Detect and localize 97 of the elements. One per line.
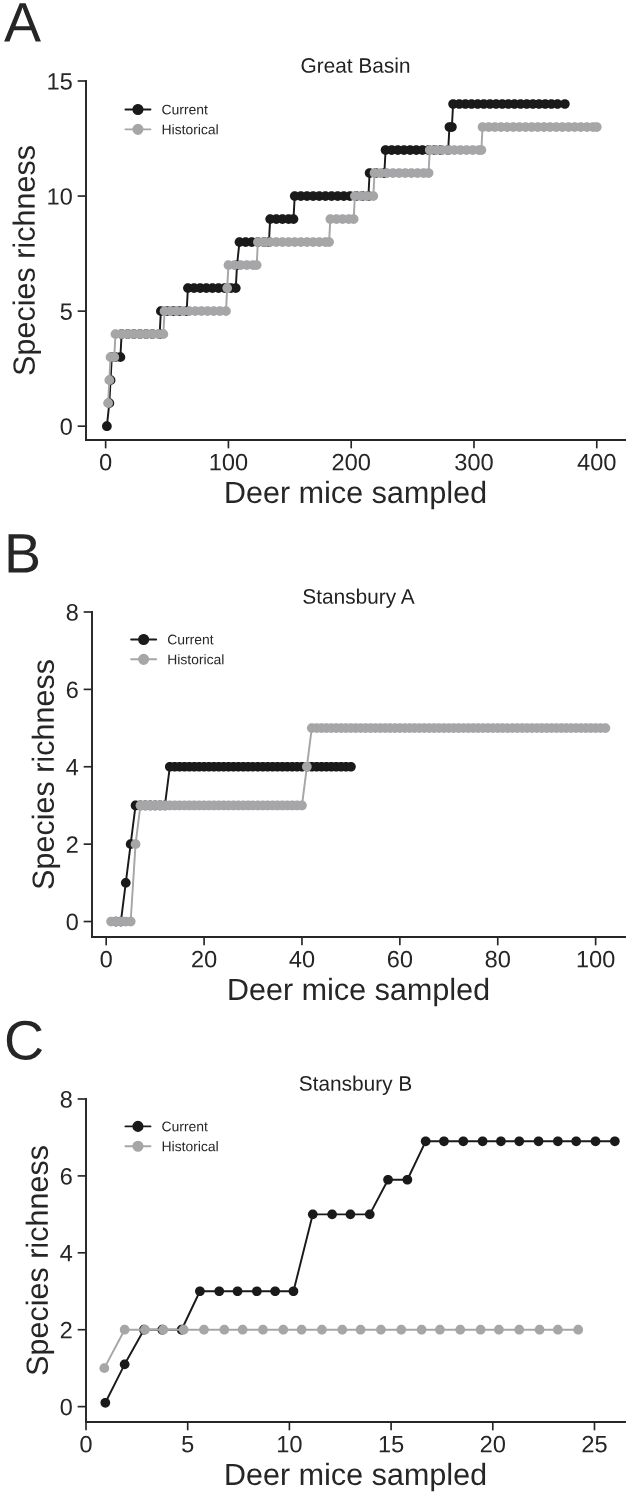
- point: [258, 1324, 268, 1335]
- point: [345, 1209, 356, 1220]
- point: [416, 1324, 427, 1335]
- y-axis-title: Species richness: [31, 660, 61, 889]
- x-tick-label: 15: [379, 1436, 404, 1453]
- point: [195, 1286, 205, 1297]
- point: [609, 1136, 620, 1147]
- point: [534, 1324, 545, 1335]
- point: [514, 1324, 525, 1335]
- legend-label: Historical: [168, 654, 224, 665]
- chart-title: Stansbury B: [299, 1075, 412, 1095]
- x-tick-label: 300: [455, 453, 493, 471]
- point: [251, 1286, 262, 1297]
- x-tick-label: 5: [182, 1436, 194, 1453]
- y-tick-label: 0: [66, 913, 78, 931]
- legend-label: Current: [162, 104, 208, 115]
- point: [270, 1286, 281, 1297]
- point: [119, 1324, 130, 1335]
- point: [477, 1136, 488, 1147]
- point: [435, 1324, 445, 1335]
- y-tick-label: 4: [66, 759, 79, 776]
- point: [364, 1209, 375, 1220]
- y-tick-label: 10: [48, 188, 72, 205]
- x-axis-title: Deer mice sampled: [226, 1462, 486, 1492]
- point: [590, 1136, 601, 1147]
- point: [99, 1363, 110, 1374]
- point: [458, 1136, 469, 1147]
- y-tick-label: 8: [60, 1091, 72, 1108]
- y-tick-label: 6: [60, 1167, 72, 1185]
- text: B: [8, 534, 39, 573]
- point: [533, 1136, 544, 1147]
- y-tick-label: 6: [66, 681, 78, 699]
- point: [573, 1324, 584, 1335]
- x-tick-label: 60: [387, 950, 413, 968]
- point: [237, 1324, 248, 1335]
- point: [219, 1324, 230, 1335]
- x-tick-label: 20: [480, 1435, 505, 1453]
- y-tick-label: 15: [48, 73, 72, 90]
- point: [475, 1324, 486, 1335]
- point: [553, 1136, 563, 1147]
- point: [288, 1286, 299, 1297]
- legend-label: Current: [162, 1121, 208, 1132]
- point: [120, 877, 131, 888]
- x-tick-label: 20: [192, 950, 217, 968]
- x-tick-label: 100: [210, 453, 248, 471]
- y-tick-label: 8: [66, 604, 78, 621]
- point: [383, 1174, 393, 1185]
- point: [496, 1136, 506, 1147]
- point: [553, 1324, 563, 1335]
- point: [494, 1324, 504, 1335]
- point: [307, 1209, 318, 1220]
- x-tick-label: 0: [100, 453, 112, 471]
- y-tick-label: 4: [60, 1245, 73, 1262]
- legend-label: Historical: [162, 1141, 218, 1152]
- x-axis-title: Deer mice sampled: [226, 480, 486, 510]
- legend-label: Current: [167, 634, 214, 645]
- point: [439, 1136, 449, 1147]
- point: [119, 1359, 130, 1370]
- x-tick-label: 80: [485, 950, 510, 968]
- y-axis-title: Species richness: [25, 1146, 55, 1375]
- point: [337, 1324, 348, 1335]
- y-tick-label: 0: [60, 1398, 72, 1416]
- point: [232, 1286, 243, 1297]
- point: [514, 1136, 525, 1147]
- point: [376, 1324, 386, 1335]
- point: [327, 1209, 337, 1220]
- x-tick-label: 0: [80, 1435, 92, 1453]
- point: [199, 1324, 209, 1335]
- x-tick-label: 200: [332, 453, 370, 471]
- y-axis-title: Species richness: [12, 146, 41, 375]
- x-axis-title: Deer mice sampled: [229, 977, 489, 1007]
- x-tick-label: 100: [577, 950, 615, 968]
- y-tick-label: 2: [66, 836, 78, 853]
- x-tick-label: 25: [582, 1435, 607, 1453]
- point: [214, 1286, 225, 1297]
- y-tick-label: 0: [60, 418, 72, 435]
- point: [100, 1397, 111, 1408]
- chart-title: Stansbury A: [303, 588, 415, 608]
- text: A: [4, 3, 41, 42]
- x-tick-label: 10: [278, 1435, 302, 1453]
- chart-title: Great Basin: [301, 57, 410, 73]
- y-tick-label: 5: [60, 303, 72, 320]
- x-tick-label: 40: [289, 950, 315, 968]
- point: [396, 1324, 407, 1335]
- point: [571, 1136, 582, 1147]
- point: [296, 1324, 307, 1335]
- x-tick-label: 0: [100, 950, 112, 968]
- point: [455, 1324, 466, 1335]
- x-tick-label: 400: [577, 453, 616, 471]
- legend-label: Historical: [162, 124, 218, 135]
- point: [278, 1324, 289, 1335]
- y-tick-label: 2: [60, 1321, 72, 1339]
- point: [402, 1174, 413, 1185]
- point: [420, 1136, 431, 1147]
- point: [355, 1324, 366, 1335]
- text: C: [6, 1020, 42, 1061]
- point: [317, 1324, 327, 1335]
